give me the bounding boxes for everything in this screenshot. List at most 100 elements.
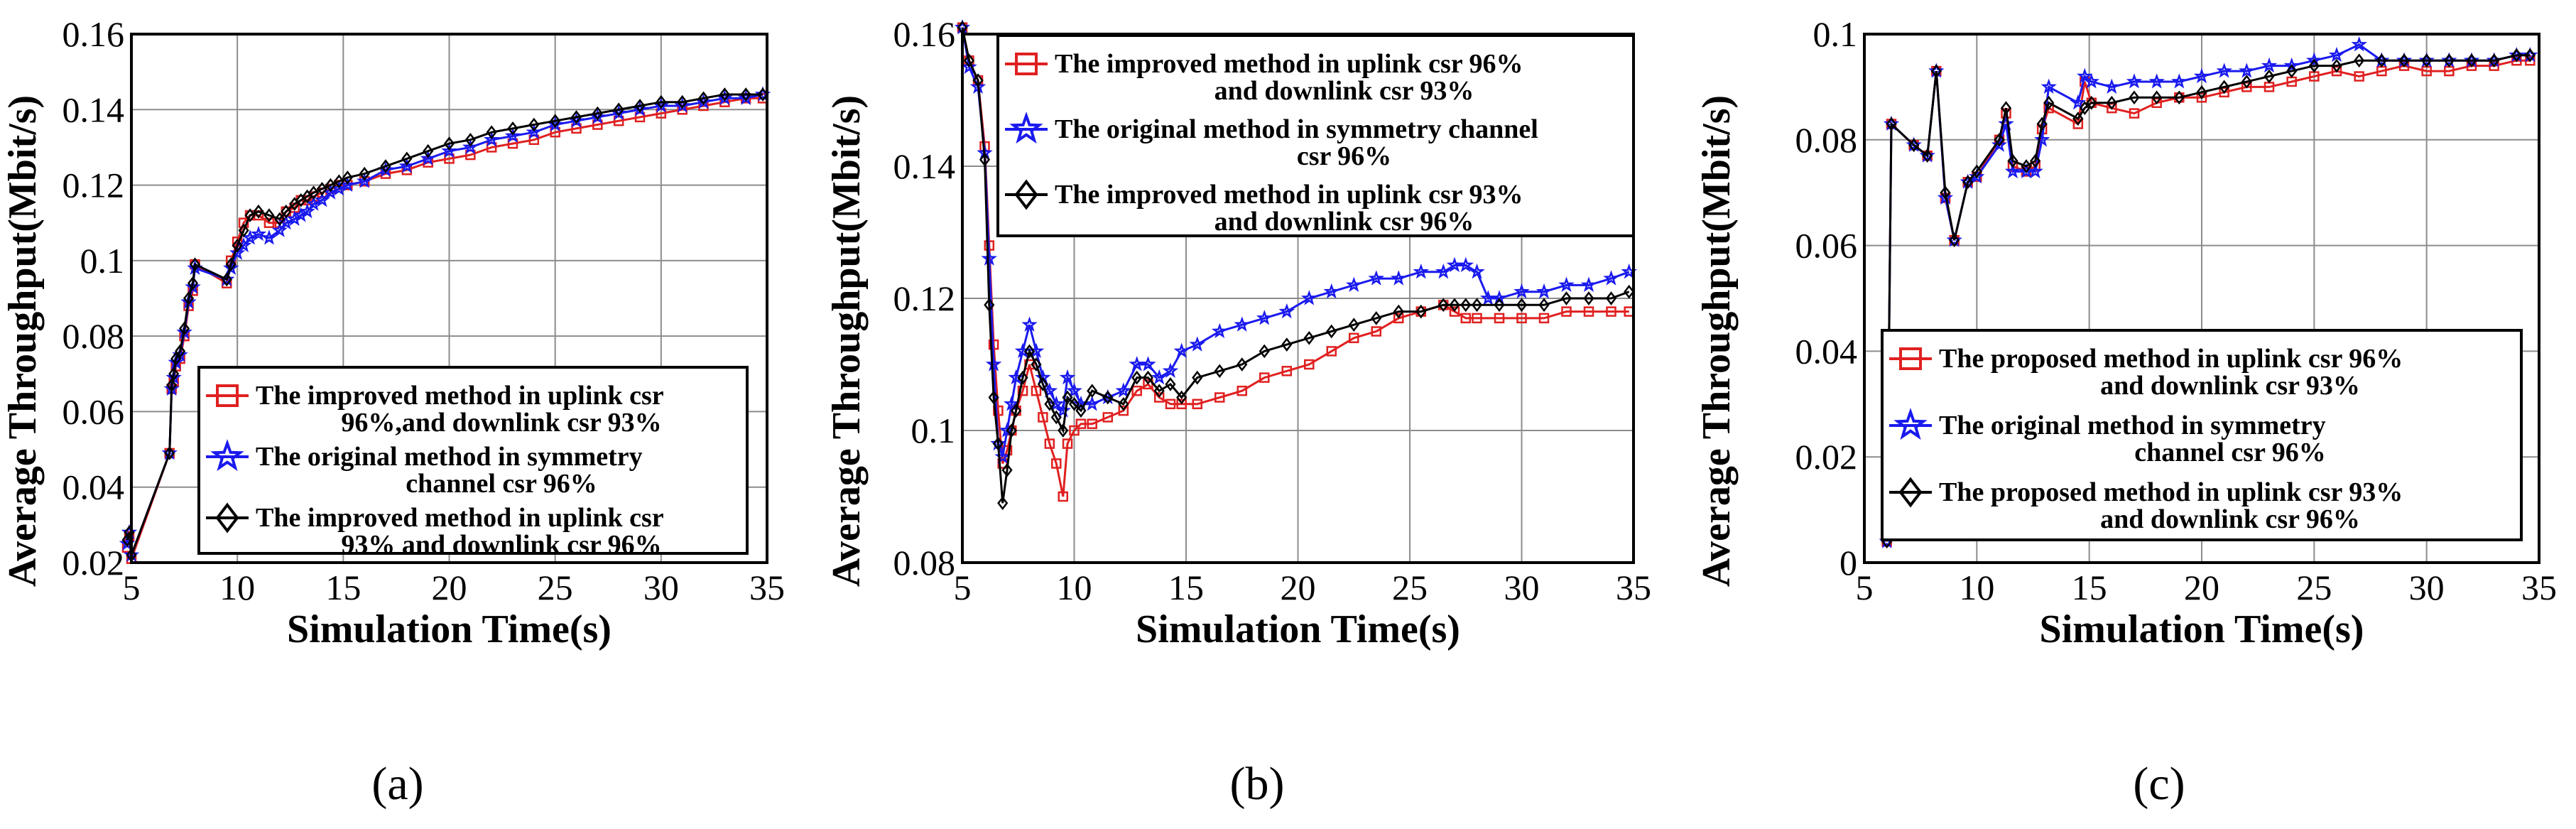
data-point	[1059, 369, 1076, 385]
data-point	[1281, 337, 1293, 352]
legend-label: 96%,and downlink csr 93%	[341, 408, 661, 438]
data-point	[1349, 332, 1359, 344]
data-point	[1513, 283, 1530, 299]
data-point	[241, 229, 259, 245]
data-point	[1304, 359, 1315, 370]
data-point	[2072, 112, 2084, 126]
y-tick-label: 0.1	[80, 241, 125, 281]
data-point	[1068, 396, 1080, 411]
data-point	[528, 117, 540, 132]
data-point	[1176, 390, 1188, 405]
data-point	[2241, 75, 2252, 89]
data-point	[2196, 85, 2207, 99]
data-point	[1031, 357, 1042, 372]
data-point	[1494, 313, 1505, 324]
data-point	[570, 110, 582, 124]
data-point	[1457, 256, 1474, 273]
y-tick-label: 0.16	[63, 14, 125, 54]
legend-label: and downlink csr 93%	[2100, 371, 2360, 401]
data-point	[2083, 73, 2099, 89]
data-point	[261, 229, 278, 245]
data-point	[2173, 90, 2185, 105]
legend-box	[1881, 329, 2523, 541]
data-point	[2463, 52, 2480, 67]
data-point	[2034, 131, 2050, 147]
data-point	[1449, 298, 1460, 313]
data-point	[1538, 313, 1550, 324]
data-point	[1006, 423, 1017, 438]
data-point	[1062, 390, 1073, 405]
data-point	[2522, 47, 2538, 63]
series-diamond	[957, 20, 1635, 511]
data-point	[2239, 63, 2255, 78]
data-point	[325, 178, 337, 193]
data-point	[1962, 175, 1974, 190]
data-point	[1413, 264, 1430, 279]
data-point	[1922, 148, 1933, 163]
data-point	[2007, 153, 2018, 168]
data-point	[1469, 263, 1485, 279]
data-point	[1624, 284, 1635, 299]
data-point	[179, 321, 190, 336]
legend: The proposed method in uplink csr 96%and…	[1881, 329, 2523, 541]
y-tick-label: 0.1	[911, 411, 956, 450]
y-tick-label: 0.12	[63, 166, 125, 205]
y-tick-label: 0.02	[63, 543, 125, 583]
data-point	[1153, 384, 1165, 399]
data-point	[1131, 370, 1143, 385]
data-point	[1214, 392, 1225, 403]
data-point	[981, 250, 998, 266]
data-point	[333, 174, 344, 189]
data-point	[1256, 310, 1273, 325]
legend-label: The improved method in uplink csr	[256, 503, 664, 533]
data-point	[2106, 95, 2117, 110]
x-tick-label: 35	[1616, 568, 1651, 607]
data-point	[2070, 94, 2087, 110]
data-point	[1237, 385, 1247, 396]
data-point	[380, 159, 391, 173]
legend-label: The improved method in uplink csr 93%	[1055, 180, 1523, 210]
legend-label: The original method in symmetry	[256, 442, 643, 472]
data-point	[1561, 306, 1572, 317]
data-point	[339, 176, 356, 193]
data-point	[1140, 356, 1156, 372]
data-point	[299, 203, 315, 219]
data-point	[1516, 298, 1528, 313]
x-tick-label: 10	[1959, 568, 1994, 607]
data-point	[1580, 276, 1597, 293]
data-point	[2000, 101, 2012, 116]
x-tick-label: 10	[219, 568, 255, 607]
data-point	[2398, 53, 2410, 68]
data-point	[263, 208, 275, 222]
data-point	[1278, 303, 1295, 319]
data-point	[1606, 306, 1616, 317]
data-point	[1037, 377, 1048, 391]
legend-label: The original method in symmetry channel	[1055, 114, 1538, 144]
x-tick-label: 15	[325, 568, 361, 607]
data-point	[2396, 52, 2413, 67]
y-tick-label: 0.14	[63, 90, 125, 129]
data-point	[2129, 108, 2140, 119]
data-point	[1583, 291, 1594, 305]
data-point	[1087, 384, 1098, 399]
y-tick-label: 0.14	[893, 146, 956, 186]
legend: The improved method in uplink csr 96%,and…	[197, 366, 749, 560]
data-point	[1075, 418, 1087, 429]
data-point	[305, 195, 322, 211]
data-point	[274, 212, 286, 227]
legend-label: channel csr 96%	[2134, 438, 2326, 467]
data-point	[2354, 53, 2365, 68]
data-point	[1075, 403, 1087, 418]
data-point	[1479, 290, 1496, 305]
data-point	[988, 390, 999, 405]
data-point	[1560, 291, 1572, 305]
data-point	[1234, 316, 1251, 332]
data-point	[1038, 412, 1048, 423]
legend-marker-star	[1009, 112, 1043, 144]
data-point	[2421, 53, 2433, 68]
x-tick-label: 25	[2296, 568, 2332, 607]
data-point	[677, 94, 688, 109]
x-tick-label: 20	[432, 568, 467, 607]
data-point	[2306, 52, 2322, 67]
